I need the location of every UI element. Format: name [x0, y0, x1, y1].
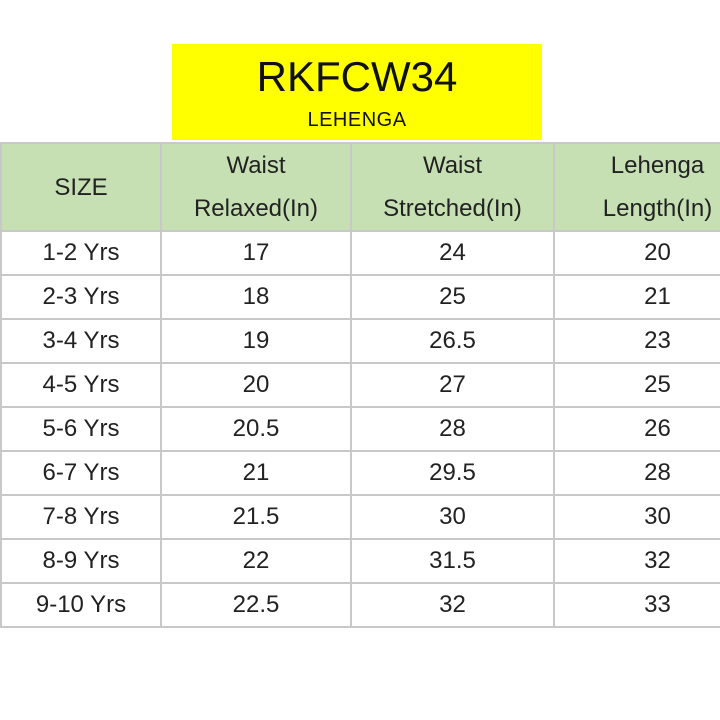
header-label-line2: Length(In) [602, 195, 713, 222]
header-label-line1: Lehenga [610, 152, 705, 179]
waist-stretched-cell: 32 [350, 582, 555, 628]
header-waist-stretched: Waist Stretched(In) [350, 142, 555, 232]
waist-relaxed-cell: 21 [160, 450, 352, 496]
waist-stretched-cell: 29.5 [350, 450, 555, 496]
header-label-line2: Stretched(In) [383, 195, 522, 222]
waist-relaxed-cell: 18 [160, 274, 352, 320]
table-row: 9-10 Yrs 22.5 32 33 [0, 582, 720, 628]
header-lehenga-length: Lehenga Length(In) [553, 142, 720, 232]
product-title-banner: RKFCW34 LEHENGA [172, 44, 542, 140]
waist-stretched-cell: 28 [350, 406, 555, 452]
table-row: 1-2 Yrs 17 24 20 [0, 230, 720, 276]
size-cell: 9-10 Yrs [0, 582, 162, 628]
waist-relaxed-cell: 22 [160, 538, 352, 584]
lehenga-length-cell: 20 [553, 230, 720, 276]
lehenga-length-cell: 32 [553, 538, 720, 584]
size-cell: 7-8 Yrs [0, 494, 162, 540]
waist-stretched-cell: 25 [350, 274, 555, 320]
waist-stretched-cell: 24 [350, 230, 555, 276]
header-label-line2: Relaxed(In) [193, 195, 319, 222]
lehenga-length-cell: 25 [553, 362, 720, 408]
size-cell: 8-9 Yrs [0, 538, 162, 584]
size-chart-table: SIZE Waist Relaxed(In) Waist Stretched(I… [0, 142, 720, 628]
lehenga-length-cell: 23 [553, 318, 720, 364]
table-row: 4-5 Yrs 20 27 25 [0, 362, 720, 408]
lehenga-length-cell: 30 [553, 494, 720, 540]
waist-relaxed-cell: 20.5 [160, 406, 352, 452]
size-cell: 6-7 Yrs [0, 450, 162, 496]
header-label-line1: Waist [422, 152, 483, 179]
table-row: 2-3 Yrs 18 25 21 [0, 274, 720, 320]
waist-relaxed-cell: 21.5 [160, 494, 352, 540]
size-cell: 5-6 Yrs [0, 406, 162, 452]
size-cell: 3-4 Yrs [0, 318, 162, 364]
size-cell: 1-2 Yrs [0, 230, 162, 276]
waist-relaxed-cell: 19 [160, 318, 352, 364]
size-cell: 4-5 Yrs [0, 362, 162, 408]
table-row: 3-4 Yrs 19 26.5 23 [0, 318, 720, 364]
table-row: 8-9 Yrs 22 31.5 32 [0, 538, 720, 584]
waist-relaxed-cell: 22.5 [160, 582, 352, 628]
header-size: SIZE [0, 142, 162, 232]
table-header-row: SIZE Waist Relaxed(In) Waist Stretched(I… [0, 142, 720, 232]
product-code: RKFCW34 [256, 53, 458, 100]
table-row: 5-6 Yrs 20.5 28 26 [0, 406, 720, 452]
lehenga-length-cell: 28 [553, 450, 720, 496]
header-size-label: SIZE [54, 173, 108, 201]
lehenga-length-cell: 26 [553, 406, 720, 452]
lehenga-length-cell: 33 [553, 582, 720, 628]
waist-stretched-cell: 31.5 [350, 538, 555, 584]
header-waist-relaxed: Waist Relaxed(In) [160, 142, 352, 232]
header-label-line1: Waist [226, 152, 286, 179]
waist-stretched-cell: 26.5 [350, 318, 555, 364]
waist-relaxed-cell: 20 [160, 362, 352, 408]
waist-relaxed-cell: 17 [160, 230, 352, 276]
size-cell: 2-3 Yrs [0, 274, 162, 320]
product-type: LEHENGA [307, 109, 407, 131]
waist-stretched-cell: 27 [350, 362, 555, 408]
table-row: 6-7 Yrs 21 29.5 28 [0, 450, 720, 496]
waist-stretched-cell: 30 [350, 494, 555, 540]
table-row: 7-8 Yrs 21.5 30 30 [0, 494, 720, 540]
lehenga-length-cell: 21 [553, 274, 720, 320]
